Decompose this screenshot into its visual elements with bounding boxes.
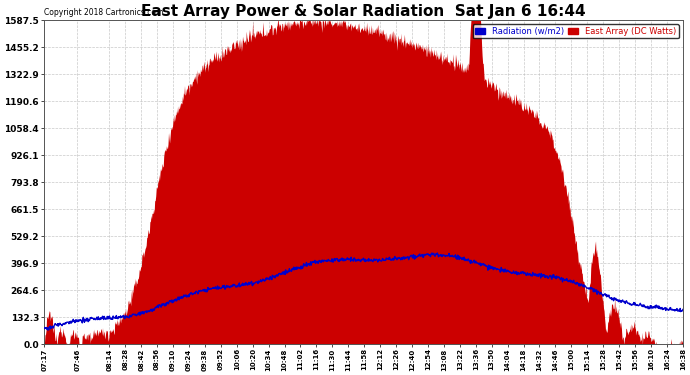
- Title: East Array Power & Solar Radiation  Sat Jan 6 16:44: East Array Power & Solar Radiation Sat J…: [141, 4, 586, 19]
- Legend: Radiation (w/m2), East Array (DC Watts): Radiation (w/m2), East Array (DC Watts): [473, 24, 679, 39]
- Text: Copyright 2018 Cartronics.com: Copyright 2018 Cartronics.com: [44, 8, 164, 17]
